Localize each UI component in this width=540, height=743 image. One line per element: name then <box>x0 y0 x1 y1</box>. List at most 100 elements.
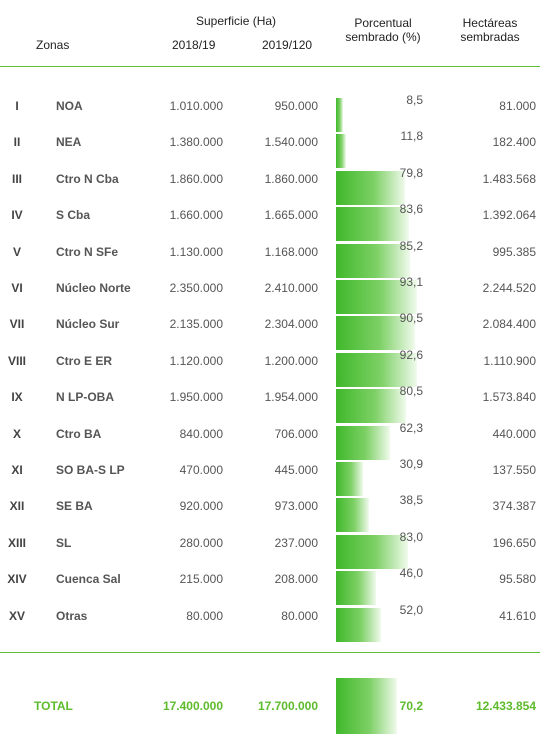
total-percent: 70,2 <box>399 699 423 713</box>
hectareas-sembradas: 440.000 <box>492 426 536 441</box>
percent-bar <box>336 534 408 569</box>
table-row: XV Otras 80.000 80.000 41.610 52,0 <box>0 603 540 642</box>
zone-number: VI <box>11 281 23 295</box>
superficie-2019-20: 237.000 <box>274 535 318 550</box>
table-row: XI SO BA-S LP 470.000 445.000 137.550 30,9 <box>0 457 540 496</box>
zone-number: IX <box>11 390 23 405</box>
zone-name: NOA <box>56 99 83 113</box>
percent-bar <box>336 280 417 314</box>
percent-bar <box>336 170 405 205</box>
percent-value: 38,5 <box>399 493 423 508</box>
hectareas-sembradas: 1.110.900 <box>483 353 537 368</box>
table-row: II NEA 1.380.000 1.540.000 182.400 11,8 <box>0 129 540 169</box>
percent-bar <box>336 389 406 424</box>
superficie-2019-20: 1.665.000 <box>264 208 318 223</box>
percent-value: 83,0 <box>399 529 423 544</box>
zone-name: NEA <box>56 135 82 150</box>
hectareas-sembradas: 41.610 <box>499 608 536 623</box>
percent-value: 83,6 <box>399 202 423 217</box>
percent-value: 52,0 <box>399 602 423 617</box>
zone-number: VIII <box>7 353 26 368</box>
zone-name: Otras <box>56 608 88 623</box>
zone-name: Ctro N Cba <box>56 171 119 186</box>
percent-value: 90,5 <box>399 311 423 326</box>
superficie-2019-20: 950.000 <box>274 99 318 113</box>
percent-bar <box>336 316 415 351</box>
superficie-2018-19: 1.660.000 <box>169 208 223 223</box>
superficie-2019-20: 1.954.000 <box>264 390 318 405</box>
zone-number: III <box>11 171 22 186</box>
zone-name: SL <box>56 535 72 550</box>
total-hectareas: 12.433.854 <box>475 699 536 713</box>
zone-number: X <box>12 426 21 441</box>
table-row: XIV Cuenca Sal 215.000 208.000 95.580 46,0 <box>0 566 540 606</box>
hectareas-sembradas: 1.392.064 <box>482 208 536 223</box>
header-2018-19: 2018/19 <box>172 38 216 52</box>
superficie-2019-20: 445.000 <box>274 463 318 477</box>
superficie-2019-20: 208.000 <box>274 572 318 587</box>
superficie-2019-20: 2.304.000 <box>264 317 318 332</box>
hectareas-sembradas: 137.550 <box>492 463 536 477</box>
zone-number: I <box>15 99 19 113</box>
percent-value: 46,0 <box>399 566 423 581</box>
table-row: IX N LP-OBA 1.950.000 1.954.000 1.573.840 80,… <box>0 384 540 424</box>
zone-number: XV <box>8 608 25 623</box>
zone-name: SO BA-S LP <box>56 463 125 477</box>
percent-bar <box>336 571 376 606</box>
hectareas-sembradas: 95.580 <box>499 572 536 587</box>
superficie-2019-20: 973.000 <box>274 499 318 514</box>
zone-number: XI <box>11 463 23 477</box>
superficie-2018-19: 1.950.000 <box>169 390 223 405</box>
superficie-2018-19: 840.000 <box>179 426 223 441</box>
table-row: XIII SL 280.000 237.000 196.650 83,0 <box>0 530 540 569</box>
zone-name: Ctro N SFe <box>56 244 119 259</box>
hectareas-sembradas: 1.483.568 <box>482 171 536 186</box>
percent-bar <box>336 98 343 132</box>
superficie-2018-19: 920.000 <box>179 499 223 514</box>
total-2019-20: 17.700.000 <box>257 699 318 713</box>
superficie-2019-20: 2.410.000 <box>264 281 318 295</box>
hectareas-sembradas: 2.244.520 <box>482 281 536 295</box>
percent-bar <box>336 134 346 169</box>
superficie-2018-19: 470.000 <box>179 463 223 477</box>
table-row: VII Núcleo Sur 2.135.000 2.304.000 2.084.400… <box>0 311 540 351</box>
superficie-2018-19: 2.350.000 <box>169 281 223 295</box>
zone-number: XII <box>9 499 25 514</box>
total-label: TOTAL <box>34 699 73 713</box>
superficie-2019-20: 1.540.000 <box>264 135 318 150</box>
percent-value: 93,1 <box>399 275 423 289</box>
zone-number: II <box>13 135 21 150</box>
hectareas-sembradas: 2.084.400 <box>482 317 536 332</box>
table-row: VIII Ctro E ER 1.120.000 1.200.000 1.110.900… <box>0 348 540 387</box>
hectareas-sembradas: 182.400 <box>492 135 536 150</box>
header-hectareas-line1: Hectáreas <box>462 16 518 30</box>
zone-name: Núcleo Sur <box>56 317 120 332</box>
superficie-2019-20: 1.200.000 <box>264 353 318 368</box>
superficie-2018-19: 1.010.000 <box>169 99 223 113</box>
superficie-2018-19: 1.120.000 <box>169 353 223 368</box>
table-row: IV S Cba 1.660.000 1.665.000 1.392.064 83,6 <box>0 202 540 242</box>
superficie-2018-19: 1.130.000 <box>169 244 223 259</box>
table-row: V Ctro N SFe 1.130.000 1.168.000 995.385 85,2 <box>0 239 540 278</box>
superficie-2019-20: 80.000 <box>281 608 318 623</box>
hectareas-sembradas: 196.650 <box>492 535 536 550</box>
header-superficie: Superficie (Ha) <box>196 14 277 28</box>
zone-name: Cuenca Sal <box>56 572 121 587</box>
superficie-2019-20: 1.168.000 <box>264 244 318 259</box>
header-divider <box>0 66 540 67</box>
zone-name: N LP-OBA <box>56 390 114 405</box>
percent-bar <box>336 425 390 460</box>
table-row: I NOA 1.010.000 950.000 81.000 8,5 <box>0 93 540 132</box>
header-zonas: Zonas <box>36 38 70 52</box>
superficie-2018-19: 1.860.000 <box>169 171 223 186</box>
superficie-2018-19: 1.380.000 <box>169 135 223 150</box>
total-divider <box>0 652 540 653</box>
table-row: X Ctro BA 840.000 706.000 440.000 62,3 <box>0 421 540 460</box>
percent-value: 62,3 <box>399 420 423 435</box>
percent-value: 79,8 <box>399 165 423 180</box>
header-porcentual-line1: Porcentual <box>354 16 412 30</box>
percent-bar <box>336 243 410 278</box>
zone-number: XIII <box>7 535 26 550</box>
table-row: VI Núcleo Norte 2.350.000 2.410.000 2.244.52… <box>0 275 540 314</box>
percent-bar <box>336 462 363 496</box>
